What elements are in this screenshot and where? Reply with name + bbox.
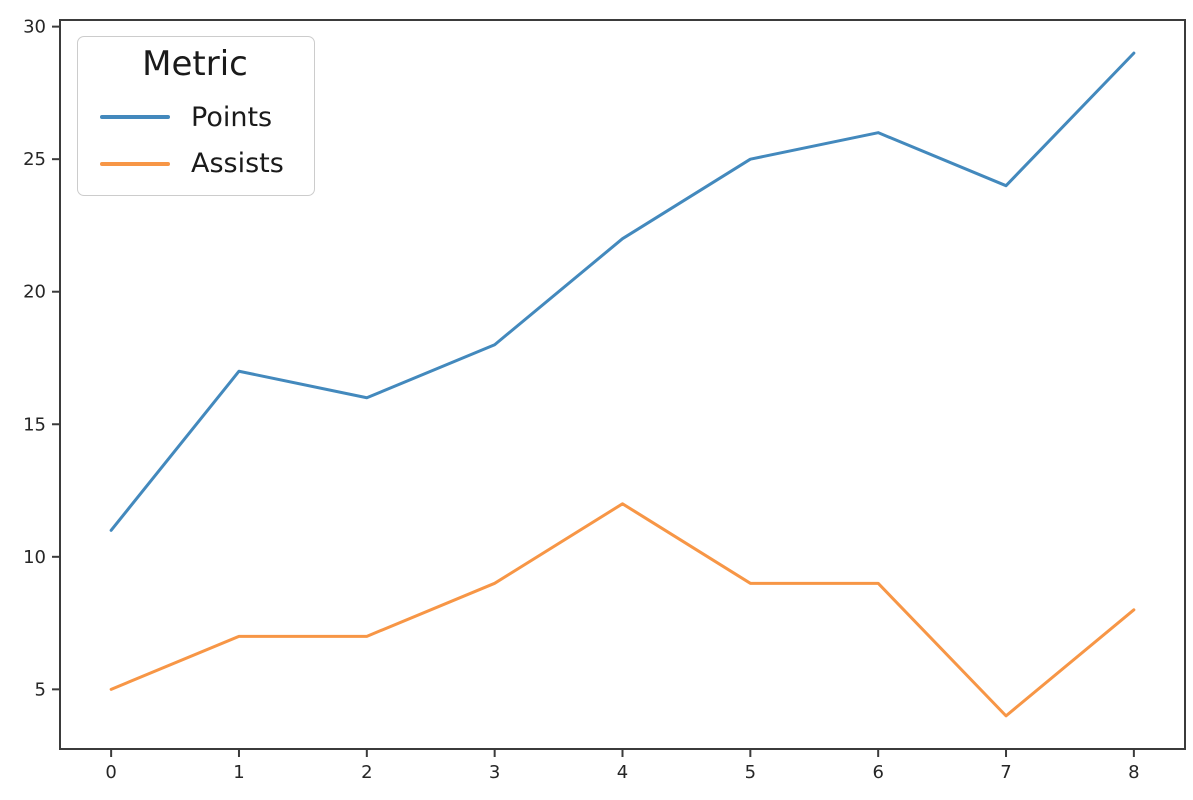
legend-entry-label: Points <box>191 101 273 133</box>
y-tick-label: 15 <box>23 414 46 435</box>
x-tick-label: 5 <box>745 762 756 783</box>
y-tick-label: 10 <box>23 547 46 568</box>
x-tick-label: 0 <box>105 762 116 783</box>
legend-entry-points: Points <box>90 101 300 133</box>
series-line-points <box>109 51 1136 532</box>
series-line-assists <box>109 502 1136 718</box>
x-tick-label: 7 <box>1000 762 1011 783</box>
legend-entry-label: Assists <box>191 148 284 180</box>
legend-entries: Points Assists <box>90 101 300 179</box>
legend-box: Metric Points Assists <box>77 36 315 196</box>
x-tick-label: 8 <box>1128 762 1139 783</box>
legend-entry-assists: Assists <box>90 149 300 179</box>
y-tick-label: 25 <box>23 149 46 170</box>
legend-line-swatch <box>100 115 170 120</box>
legend-title: Metric <box>142 44 248 84</box>
x-tick-label: 6 <box>872 762 883 783</box>
x-tick-label: 2 <box>361 762 372 783</box>
y-tick-label: 20 <box>23 282 46 303</box>
legend-line-swatch <box>100 162 170 167</box>
x-tick-label: 1 <box>233 762 244 783</box>
y-tick-label: 30 <box>23 17 46 38</box>
x-tick-label: 3 <box>489 762 500 783</box>
plot-area: 0 1 2 3 4 5 6 7 8 5 10 15 20 25 30 <box>23 17 1186 783</box>
y-tick-label: 5 <box>35 679 46 700</box>
x-tick-label: 4 <box>617 762 628 783</box>
